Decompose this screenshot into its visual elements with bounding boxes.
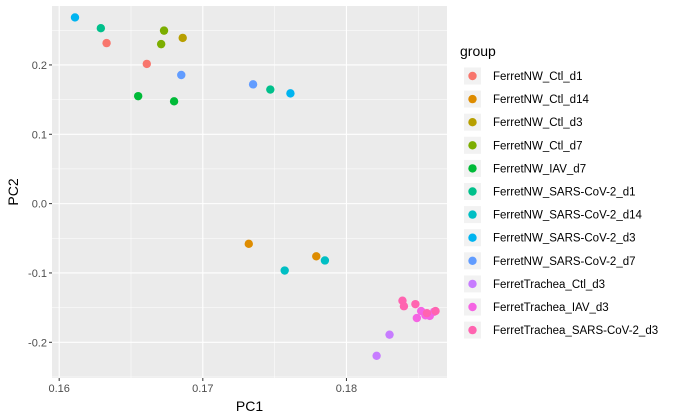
data-point — [178, 33, 187, 43]
legend-label: FerretTrachea_Ctl_d3 — [493, 279, 605, 291]
y-axis-title: PC2 — [5, 178, 21, 205]
legend-key-marker — [468, 71, 477, 81]
y-tick-label: 0.1 — [32, 129, 47, 141]
data-point — [70, 13, 80, 22]
legend-label: FerretNW_SARS-CoV-2_d14 — [493, 210, 643, 222]
data-point — [411, 299, 420, 309]
legend-key-marker — [468, 118, 477, 127]
data-point — [169, 97, 179, 106]
data-point — [96, 23, 106, 33]
data-point — [372, 351, 381, 361]
data-point — [133, 91, 143, 101]
data-point — [431, 306, 440, 316]
data-point — [412, 313, 422, 323]
legend-key-marker — [468, 94, 477, 104]
legend-label: FerretNW_Ctl_d1 — [493, 71, 582, 83]
legend-label: FerretNW_IAV_d7 — [493, 163, 586, 175]
x-axis-title: PC1 — [236, 398, 263, 414]
x-tick-label: 0.18 — [336, 383, 357, 395]
data-point — [266, 85, 275, 94]
legend-key-marker — [468, 279, 477, 289]
data-point — [142, 59, 151, 69]
legend-key-marker — [468, 210, 477, 219]
legend-label: FerretNW_Ctl_d14 — [493, 94, 589, 106]
legend-key-marker — [468, 141, 477, 150]
data-points — [70, 13, 440, 361]
legend-label: FerretNW_SARS-CoV-2_d1 — [493, 187, 636, 199]
data-point — [422, 308, 432, 318]
data-point — [286, 89, 295, 98]
panel-background — [52, 6, 447, 378]
data-point — [244, 239, 253, 249]
legend-key-marker — [468, 256, 477, 265]
legend-label: FerretNW_Ctl_d7 — [493, 140, 582, 152]
data-point — [399, 302, 409, 311]
legend-key-marker — [468, 325, 477, 335]
legend-label: FerretNW_SARS-CoV-2_d7 — [493, 256, 636, 268]
legend-title: group — [460, 43, 496, 59]
y-tick-label: -0.1 — [28, 268, 47, 280]
y-tick-label: 0.0 — [32, 199, 47, 211]
grid-lines — [52, 6, 447, 378]
y-tick-label: -0.2 — [28, 337, 47, 349]
data-point — [102, 38, 111, 48]
legend-key-marker — [468, 233, 477, 242]
legend-label: FerretNW_Ctl_d3 — [493, 117, 582, 129]
legend-label: FerretTrachea_IAV_d3 — [493, 302, 609, 314]
legend: group FerretNW_Ctl_d1 FerretNW_Ctl_d14 Fer… — [460, 43, 658, 339]
data-point — [248, 80, 258, 89]
axes: 0.16 0.17 0.18 -0.2 -0.1 0.0 0.1 0.2 — [28, 60, 357, 395]
legend-label: FerretNW_SARS-CoV-2_d3 — [493, 233, 636, 245]
data-point — [156, 39, 166, 49]
y-tick-label: 0.2 — [32, 60, 47, 72]
data-point — [159, 26, 169, 35]
legend-key-marker — [468, 187, 477, 196]
data-point — [177, 70, 186, 80]
data-point — [280, 266, 289, 275]
legend-key-marker — [468, 302, 477, 312]
data-point — [312, 252, 321, 261]
data-point — [385, 330, 394, 339]
data-point — [320, 256, 330, 265]
legend-key-marker — [468, 164, 477, 173]
x-tick-label: 0.16 — [48, 383, 69, 395]
legend-label: FerretTrachea_SARS-CoV-2_d3 — [493, 325, 658, 337]
x-tick-label: 0.17 — [192, 383, 213, 395]
